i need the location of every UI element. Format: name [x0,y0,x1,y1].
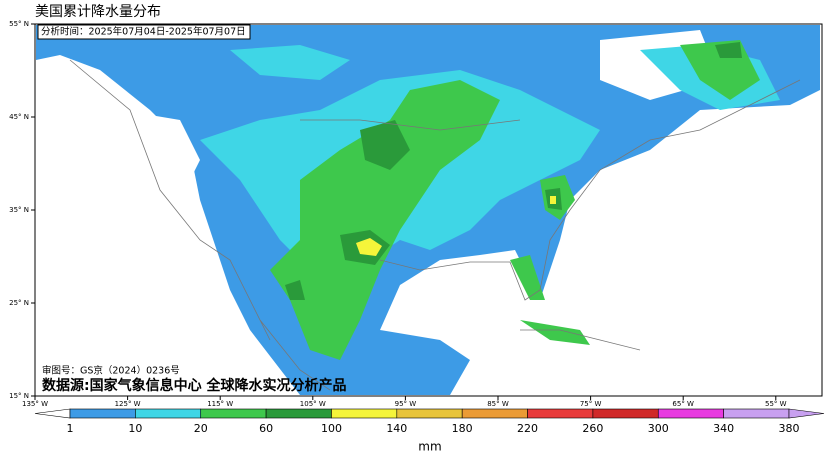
review-number: 审图号：GS京（2024）0236号 [42,365,180,377]
colorbar-over [788,408,825,419]
lon-label: 135° W [22,400,48,408]
lon-label: 95° W [395,400,417,408]
colorbar-label: 140 [386,422,407,435]
colorbar-bin [723,408,790,419]
colorbar-bin [135,408,202,419]
time-box [37,24,251,40]
colorbar-bin [331,408,398,419]
colorbar-bin [265,408,332,419]
colorbar-bin [69,408,136,419]
lat-label: 25° N [9,299,29,307]
colorbar-label: 340 [713,422,734,435]
lat-label: 55° N [9,20,29,28]
colorbar-label: 300 [648,422,669,435]
colorbar-label: 1 [67,422,74,435]
colorbar-label: 380 [779,422,800,435]
lon-label: 65° W [672,400,694,408]
colorbar-label: 180 [452,422,473,435]
lon-label: 85° W [487,400,509,408]
colorbar-bin [527,408,594,419]
colorbar-bin [396,408,463,419]
colorbar-label: 220 [517,422,538,435]
coastline [69,59,801,391]
colorbar-bin [461,408,528,419]
colorbar: 1 10 20 60 100 140 180 220 260 300 340 380 mm [34,408,825,454]
lon-label: 125° W [115,400,141,408]
colorbar-label: 10 [128,422,142,435]
dry-area [80,30,720,180]
colorbar-under [34,408,71,419]
title: 美国累计降水量分布 [35,4,161,20]
colorbar-unit: mm [418,440,441,454]
data-source: 数据源:国家气象信息中心 全球降水实况分析产品 [42,377,346,394]
precip-100-140 [356,196,556,256]
lat-label: 15° N [9,392,29,400]
lat-label: 35° N [9,206,29,214]
lon-label: 115° W [207,400,233,408]
colorbar-label: 60 [259,422,273,435]
lon-label: 55° W [765,400,787,408]
lat-label: 45° N [9,113,29,121]
analysis-time: 分析时间：2025年07月04日-2025年07月07日 [41,26,246,38]
map [34,23,823,397]
colorbar-label: 260 [582,422,603,435]
precip-20-60 [270,40,760,360]
colorbar-bin [592,408,659,419]
colorbar-bin [200,408,267,419]
colorbar-label: 100 [321,422,342,435]
colorbar-bin [657,408,724,419]
lon-label: 75° W [580,400,602,408]
lon-label: 105° W [300,400,326,408]
colorbar-label: 20 [194,422,208,435]
